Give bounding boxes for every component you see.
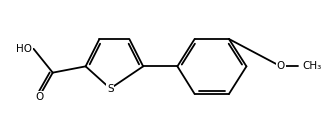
Text: O: O bbox=[35, 92, 43, 102]
Text: CH₃: CH₃ bbox=[302, 61, 321, 71]
Text: O: O bbox=[277, 61, 285, 71]
Text: HO: HO bbox=[16, 44, 32, 54]
Text: S: S bbox=[107, 84, 114, 94]
